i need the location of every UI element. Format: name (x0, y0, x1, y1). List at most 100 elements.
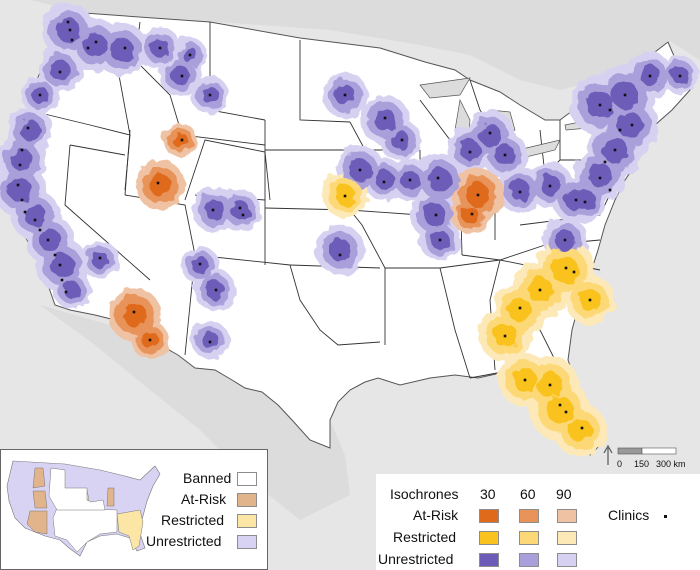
clinic-point (618, 128, 622, 132)
isochrone-unrestricted-30 (509, 179, 531, 201)
clinic-point (26, 126, 30, 130)
isochrone-legend-panel: Isochrones 30 60 90 At-Risk Restricted U… (376, 474, 700, 570)
inset-state-restricted-southeast (116, 509, 144, 551)
scale-bar: 0 150 300 km (617, 447, 686, 469)
isochrone-unrestricted-30 (110, 38, 134, 62)
iso-at-risk-30 (479, 509, 499, 523)
isochrone-unrestricted-30 (83, 33, 107, 57)
clinic-point (238, 206, 242, 210)
clinics-legend-label: Clinics (608, 507, 650, 523)
legend-at-risk-swatch (237, 493, 257, 507)
clinic-point (470, 212, 474, 216)
isochrone-unrestricted-30 (588, 163, 612, 187)
clinic-point (678, 74, 682, 78)
isochrone-unrestricted-30 (170, 65, 190, 85)
clinic-point (548, 184, 552, 188)
inset-state-at-risk-utah (32, 490, 48, 509)
scale-tick-0: 0 (617, 459, 622, 469)
inset-state-at-risk-indiana (106, 487, 115, 507)
clinic-point (343, 93, 347, 97)
clinic-point (98, 256, 102, 260)
clinic-point (46, 238, 50, 242)
isochrone-row-unrestricted: Unrestricted (378, 551, 454, 567)
canada-landmass (30, 0, 700, 90)
clinic-point (488, 131, 492, 135)
isochrone-unrestricted-30 (373, 108, 397, 132)
clinic-point (503, 153, 507, 157)
clinic-point (208, 93, 212, 97)
isochrone-restricted-30 (551, 256, 579, 284)
clinic-point (70, 38, 74, 42)
clinic-point (558, 403, 562, 407)
clinic-point (20, 148, 24, 152)
isochrone-unrestricted-30 (230, 200, 250, 220)
clinic-point (583, 200, 587, 204)
clinic-point (64, 290, 68, 294)
isochrone-unrestricted-30 (56, 18, 80, 42)
clinic-point (434, 213, 438, 217)
clinic-point (23, 210, 27, 214)
clinic-point (608, 188, 612, 192)
iso-restricted-60 (519, 531, 539, 545)
clinic-point (338, 253, 342, 257)
clinic-point (518, 190, 522, 194)
isochrone-at_risk-30 (148, 173, 172, 197)
clinic-point (158, 46, 162, 50)
clinic-point (180, 138, 184, 142)
isochrone-at_risk-30 (172, 132, 188, 148)
isochrone-restricted-30 (546, 396, 574, 424)
isochrone-unrestricted-30 (38, 228, 62, 252)
iso-unrestricted-90 (557, 553, 577, 567)
clinic-point (382, 180, 386, 184)
clinic-point (20, 198, 24, 202)
clinic-point (94, 40, 98, 44)
legend-at-risk-label: At-Risk (181, 491, 227, 507)
isochrone-row-at-risk: At-Risk (413, 507, 459, 523)
clinic-point (518, 306, 522, 310)
clinic-point (148, 338, 152, 342)
clinic-point (211, 208, 215, 212)
isochrone-unrestricted-30 (204, 199, 226, 221)
clinic-point (564, 410, 568, 414)
clinic-point (648, 74, 652, 78)
inset-state-at-risk-arizona (26, 510, 48, 535)
clinic-points (16, 20, 682, 430)
clinic-point (468, 150, 472, 154)
clinic-point (358, 168, 362, 172)
clinic-point (476, 193, 480, 197)
clinic-point (436, 176, 440, 180)
isochrone-col-90: 90 (556, 486, 572, 502)
clinic-point (630, 123, 634, 127)
isochrone-at_risk-30 (461, 206, 479, 224)
clinic-point (438, 238, 442, 242)
iso-unrestricted-30 (479, 553, 499, 567)
inset-state-at-risk-idaho (32, 467, 46, 489)
legend-banned-swatch (237, 472, 257, 486)
isochrone-col-60: 60 (520, 486, 536, 502)
clinic-point (198, 262, 202, 266)
clinic-point (588, 298, 592, 302)
clinic-point (608, 108, 612, 112)
isochrone-legend-title: Isochrones (390, 486, 459, 502)
clinic-point (208, 340, 212, 344)
clinic-point (623, 93, 627, 97)
isochrone-unrestricted-30 (23, 203, 47, 227)
isochrone-unrestricted-30 (428, 168, 452, 192)
clinic-point (580, 426, 584, 430)
inset-state-banned-midwest (48, 467, 106, 511)
clinic-point (18, 163, 22, 167)
clinic-point (86, 46, 90, 50)
mexico-landmass (40, 305, 350, 520)
clinic-point (603, 160, 607, 164)
clinic-point (383, 116, 387, 120)
inset-state-banned-south (52, 507, 118, 553)
clinic-point (180, 74, 184, 78)
isochrone-restricted-30 (508, 298, 532, 322)
isochrone-col-30: 30 (480, 486, 496, 502)
clinic-point (598, 103, 602, 107)
isochrone-unrestricted-30 (50, 253, 74, 277)
isochrone-unrestricted-30 (375, 170, 395, 190)
isochrone-unrestricted-30 (8, 178, 32, 202)
inset-status-map (6, 460, 161, 557)
